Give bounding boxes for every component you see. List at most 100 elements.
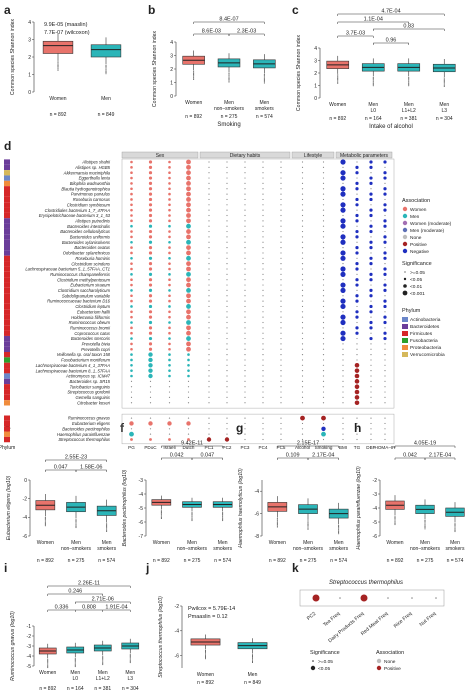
- outlier-point: [74, 664, 76, 666]
- y-tick-label: -5: [139, 506, 144, 512]
- outlier-point: [75, 523, 77, 525]
- matrix-dot: [244, 241, 246, 243]
- bracket-label: 1.91E-04: [105, 605, 127, 611]
- matrix-dot: [226, 182, 228, 184]
- matrix-dot: [280, 422, 282, 425]
- matrix-dot: [148, 373, 153, 379]
- boxplot-panel-h: Haemophilus parainfluenzae (log10) -6 -5 -4…: [356, 441, 465, 565]
- phylum-cell: [4, 400, 10, 406]
- matrix-dot: [342, 364, 344, 366]
- matrix-dot: [301, 263, 304, 265]
- outlier-point: [47, 659, 49, 661]
- matrix-dot: [130, 380, 133, 382]
- matrix-dot: [280, 204, 282, 206]
- matrix-dot: [355, 315, 359, 319]
- matrix-dot: [130, 347, 133, 351]
- matrix-dot: [168, 417, 171, 419]
- n-label: n = 275: [68, 558, 85, 564]
- matrix-dot: [369, 160, 373, 164]
- outlier-point: [47, 661, 49, 663]
- matrix-dot: [356, 422, 358, 425]
- matrix-dot: [321, 415, 326, 421]
- matrix-dot: [280, 370, 282, 372]
- matrix-dot: [187, 417, 190, 419]
- bracket-label: 2.26E-11: [78, 581, 100, 587]
- species-label: Lachnospiraceae bacterium 5_1_57FAA_CT1: [25, 267, 110, 272]
- species-label: Bacteroides sp. SR15: [69, 379, 110, 384]
- matrix-dot: [148, 288, 153, 292]
- y-tick-label: -2: [373, 478, 378, 484]
- matrix-dot: [280, 375, 282, 377]
- outlier-point: [129, 662, 131, 664]
- outlier-point: [307, 523, 309, 525]
- legend-label: Firmicutes: [410, 331, 433, 337]
- bracket-label: 1.1E-04: [364, 17, 383, 23]
- matrix-dot: [355, 294, 359, 298]
- x-tick-label: Women: [329, 102, 346, 108]
- matrix-dot: [129, 431, 134, 437]
- stat-text: Pwilcox = 5.79E-14: [188, 606, 235, 612]
- matrix-dot: [168, 198, 171, 201]
- matrix-dot: [208, 386, 210, 388]
- legend-label: Fusobacteria: [410, 338, 438, 344]
- legend-title: Association: [402, 198, 430, 204]
- matrix-dot: [130, 358, 133, 362]
- matrix-dot: [262, 380, 264, 382]
- panel-letter-a: a: [4, 3, 11, 17]
- matrix-dot: [208, 230, 210, 233]
- panel-letter-h: h: [354, 421, 361, 435]
- matrix-dot: [384, 343, 386, 345]
- matrix-dot: [301, 284, 304, 286]
- n-label: n = 892: [50, 112, 67, 118]
- matrix-dot: [186, 304, 191, 309]
- outlier-point: [424, 519, 426, 521]
- matrix-dot: [168, 235, 171, 239]
- matrix-dot: [226, 268, 228, 270]
- legend-swatch: [402, 234, 408, 240]
- matrix-dot: [208, 375, 210, 377]
- matrix-dot: [355, 326, 359, 330]
- y-tick-label: -2: [27, 634, 32, 640]
- matrix-dot: [383, 235, 387, 239]
- matrix-dot: [342, 230, 344, 233]
- matrix-dot: [356, 321, 358, 324]
- n-label: n = 275: [300, 558, 317, 564]
- bracket-label: 0.042: [403, 453, 417, 459]
- matrix-dot: [148, 165, 153, 169]
- matrix-dot: [186, 234, 191, 240]
- matrix-dot: [226, 295, 228, 297]
- matrix-dot: [322, 337, 325, 340]
- outlier-point: [205, 655, 206, 657]
- matrix-dot: [384, 230, 386, 233]
- species-label: Turicibacter sanguinis: [70, 384, 111, 389]
- matrix-dot: [262, 343, 264, 345]
- boxplot-panel-c: Common species Shannon index 0 1 2 3 4 Women n …: [296, 9, 456, 130]
- matrix-dot: [369, 240, 373, 244]
- matrix-dot: [301, 166, 304, 168]
- matrix-dot: [208, 188, 210, 190]
- boxplot-panel-f: Bacteroides pectinophilus (log10) -7 -6 -5 -…: [122, 441, 233, 565]
- matrix-dot: [130, 176, 133, 180]
- matrix-dot: [244, 417, 246, 419]
- outlier-point: [193, 74, 195, 76]
- matrix-dot: [384, 396, 386, 398]
- outlier-point: [338, 532, 340, 534]
- outlier-point: [75, 521, 77, 523]
- matrix-dot: [168, 246, 171, 249]
- matrix-dot: [208, 433, 210, 435]
- x-tick-label: Men: [368, 102, 378, 108]
- k-column-label: Rice Freq: [393, 611, 414, 630]
- matrix-dot: [370, 316, 372, 318]
- matrix-dot: [168, 386, 171, 388]
- matrix-dot: [384, 354, 386, 356]
- matrix-dot: [186, 336, 191, 341]
- matrix-dot: [148, 251, 153, 255]
- outlier-point: [74, 661, 76, 663]
- matrix-dot: [208, 348, 210, 350]
- matrix-dot: [340, 186, 346, 192]
- matrix-dot: [226, 193, 228, 195]
- matrix-dot: [148, 326, 153, 330]
- x-tick-label: Men: [70, 670, 80, 676]
- significance-bracket: [102, 609, 131, 612]
- matrix-dot: [130, 315, 133, 319]
